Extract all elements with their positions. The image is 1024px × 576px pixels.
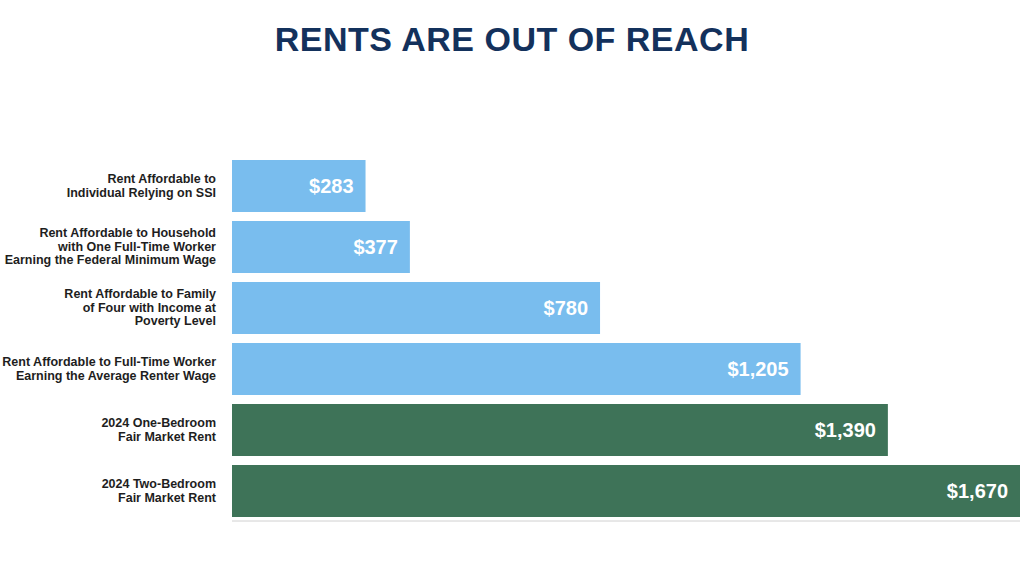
svg-text:Rent Affordable to Full-Time W: Rent Affordable to Full-Time WorkerEarni… — [8, 355, 216, 383]
svg-text:2024 One-BedroomFair Market Re: 2024 One-BedroomFair Market Rent — [101, 416, 216, 444]
svg-text:$1,205: $1,205 — [727, 358, 788, 380]
svg-text:Rent Affordable toIndividual R: Rent Affordable toIndividual Relying on … — [67, 172, 217, 200]
svg-text:$283: $283 — [309, 175, 354, 197]
svg-text:$377: $377 — [353, 236, 398, 258]
svg-text:$1,670: $1,670 — [947, 480, 1008, 502]
svg-text:Rent Affordable to Familyof Fo: Rent Affordable to Familyof Four with In… — [64, 287, 216, 328]
svg-text:$780: $780 — [544, 297, 589, 319]
svg-text:Rent Affordable to Householdwi: Rent Affordable to Householdwith One Ful… — [8, 226, 216, 267]
svg-text:$1,390: $1,390 — [815, 419, 876, 441]
svg-text:2024 Two-BedroomFair Market Re: 2024 Two-BedroomFair Market Rent — [102, 477, 217, 505]
html-text:RENTS ARE OUT OF REACH: RENTS ARE OUT OF REACH — [274, 20, 750, 58]
